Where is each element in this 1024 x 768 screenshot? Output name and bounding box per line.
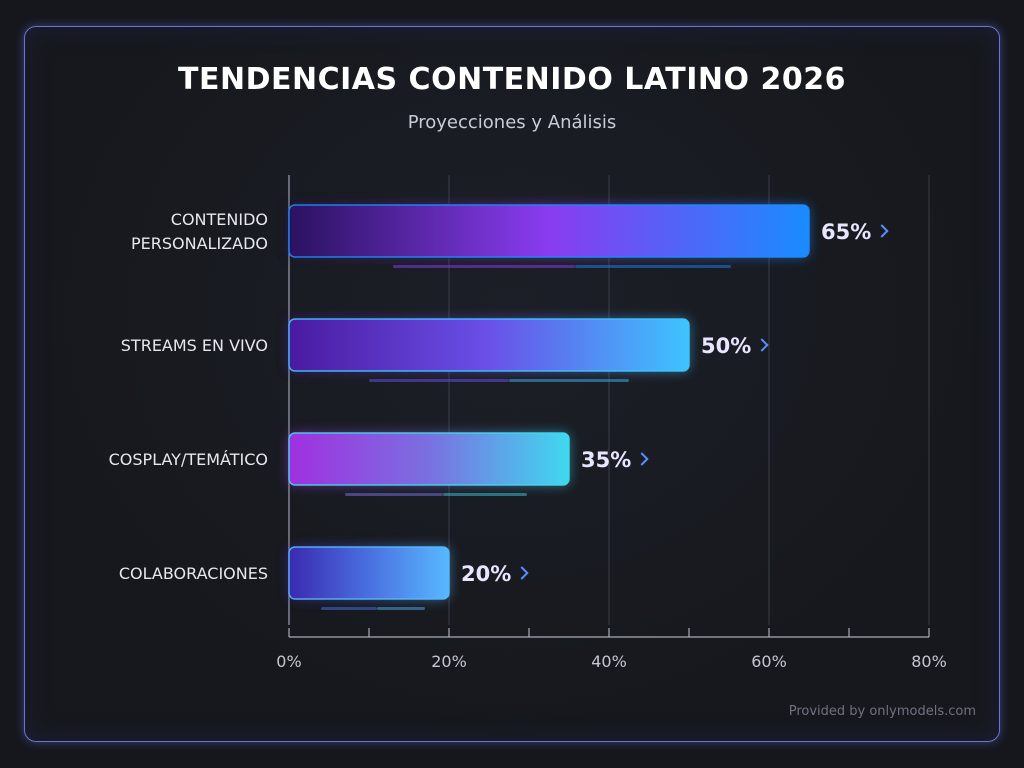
category-label: COSPLAY/TEMÁTICO xyxy=(109,450,268,469)
x-tick-label: 0% xyxy=(276,652,301,671)
credit-text: Provided by onlymodels.com xyxy=(788,704,976,719)
bar-streak xyxy=(575,265,731,268)
chevron-right-icon xyxy=(760,338,769,352)
bar-streak xyxy=(443,493,527,496)
bar-value-label: 50% xyxy=(701,334,751,358)
bar-streak xyxy=(321,607,377,610)
chevron-right-icon xyxy=(520,566,529,580)
category-label: CONTENIDO xyxy=(171,210,268,229)
chart-subtitle: Proyecciones y Análisis xyxy=(407,112,617,133)
x-tick-label: 20% xyxy=(431,652,467,671)
bar-streak xyxy=(369,379,509,382)
chevron-right-icon xyxy=(640,452,649,466)
bar-value-label: 35% xyxy=(581,448,631,472)
chart-title: TENDENCIAS CONTENIDO LATINO 2026 xyxy=(178,62,846,97)
category-label: COLABORACIONES xyxy=(119,564,268,583)
bar xyxy=(288,432,570,486)
chevron-right-icon xyxy=(880,224,889,238)
bar xyxy=(288,546,450,600)
bar xyxy=(288,204,810,258)
bar xyxy=(288,318,690,372)
bar-streak xyxy=(345,493,443,496)
category-label: PERSONALIZADO xyxy=(131,234,268,253)
x-tick-label: 80% xyxy=(911,652,947,671)
category-label: STREAMS EN VIVO xyxy=(121,336,268,355)
x-tick-label: 60% xyxy=(751,652,787,671)
bar-value-label: 20% xyxy=(461,562,511,586)
bar-streak xyxy=(509,379,629,382)
x-tick-label: 40% xyxy=(591,652,627,671)
bar-streak xyxy=(377,607,425,610)
bar-value-label: 65% xyxy=(821,220,871,244)
chart-frame xyxy=(24,26,1000,742)
bar-streak xyxy=(393,265,575,268)
